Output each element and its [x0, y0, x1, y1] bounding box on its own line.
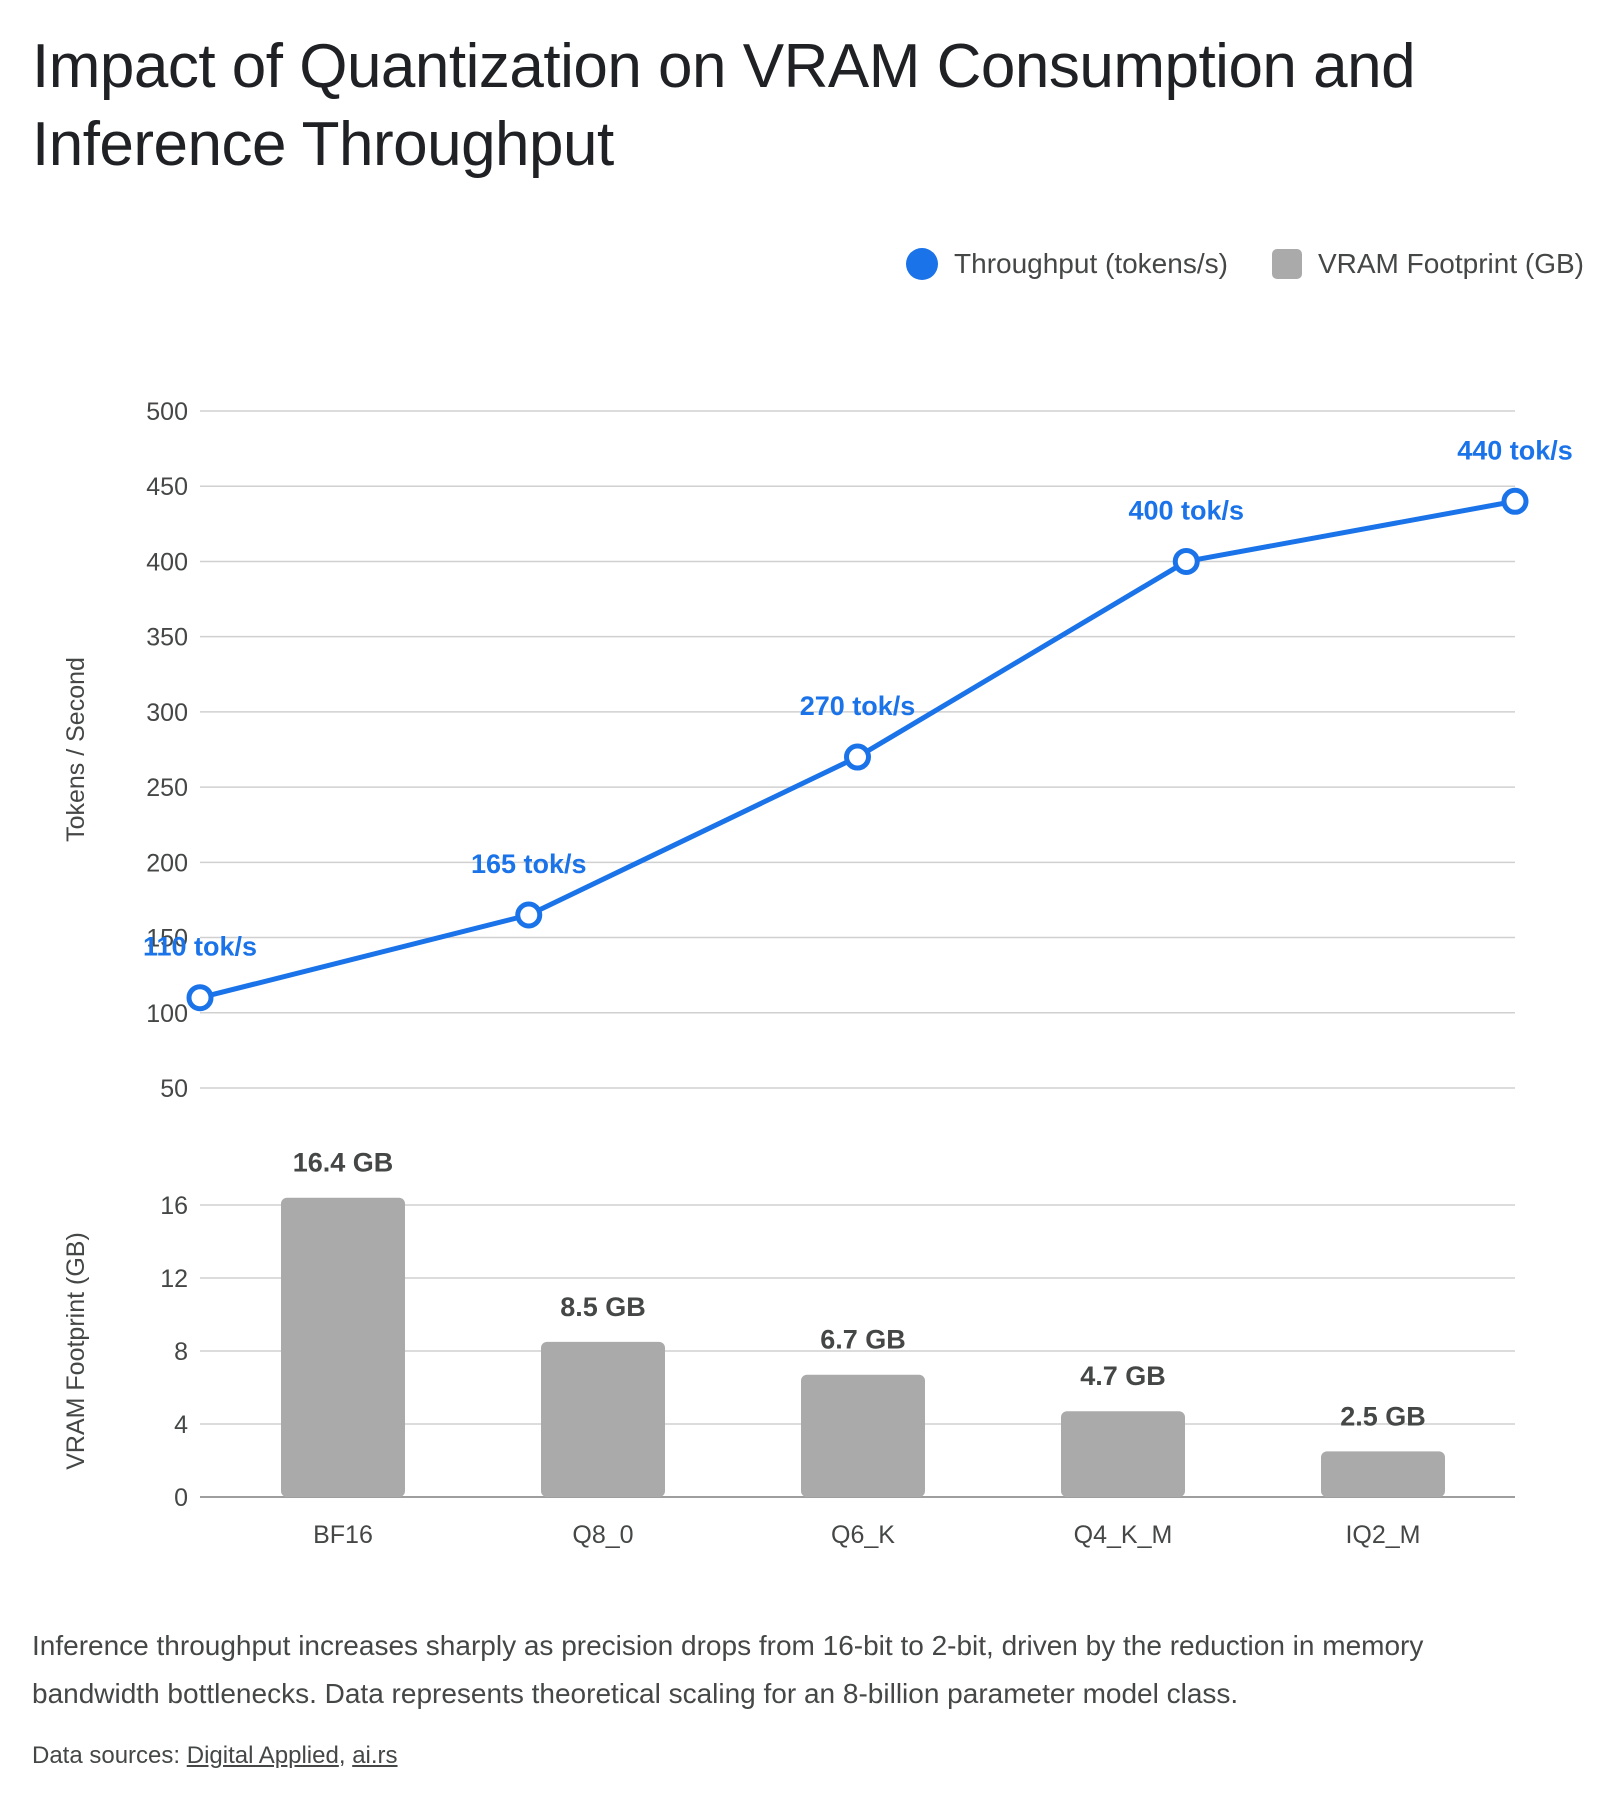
data-sources: Data sources: Digital Applied, ai.rs [32, 1742, 398, 1770]
throughput-y-tick-label: 100 [146, 1000, 188, 1028]
throughput-y-tick-label: 450 [146, 473, 188, 501]
vram-bar [1061, 1411, 1185, 1497]
chart-caption: Inference throughput increases sharply a… [32, 1630, 1424, 1709]
throughput-y-tick-label: 50 [160, 1075, 188, 1103]
throughput-point [1501, 487, 1529, 515]
x-tick-label: Q4_K_M [1074, 1521, 1173, 1549]
throughput-point [515, 901, 543, 929]
x-tick-label: Q8_0 [572, 1521, 633, 1549]
throughput-y-axis-title: Tokens / Second [62, 657, 90, 842]
x-tick-label: BF16 [313, 1521, 373, 1549]
x-axis: BF16 Q8_0 Q6_K Q4_K_M IQ2_M [313, 1521, 1420, 1549]
source-link-ai-rs[interactable]: ai.rs [352, 1742, 398, 1769]
source-link-digital-applied[interactable]: Digital Applied [186, 1742, 339, 1769]
vram-data-label: 6.7 GB [820, 1325, 906, 1355]
throughput-point [186, 984, 214, 1012]
vram-y-tick-label: 4 [174, 1411, 188, 1439]
vram-bar [801, 1374, 925, 1497]
vram-bar [281, 1197, 405, 1497]
legend-label-vram: VRAM Footprint (GB) [1317, 248, 1584, 279]
legend-swatch-vram [1271, 249, 1302, 279]
chart-title: Impact of Quantization on VRAM Consumpti… [32, 32, 1416, 179]
throughput-data-label: 165 tok/s [471, 849, 587, 879]
chart-canvas: 50 100 150 200 250 300 350 400 450 500 Tokens / Se… [62, 398, 1573, 1549]
throughput-panel: 50 100 150 200 250 300 350 400 450 500 Tokens / Se… [62, 398, 1573, 1103]
sources-separator: , [338, 1742, 353, 1769]
vram-data-label: 2.5 GB [1340, 1401, 1426, 1431]
throughput-point [1172, 547, 1200, 575]
legend-item-throughput[interactable]: Throughput (tokens/s) [906, 248, 1228, 280]
legend-item-vram[interactable]: VRAM Footprint (GB) [1271, 248, 1584, 280]
vram-y-tick-label: 0 [174, 1484, 188, 1512]
legend-swatch-throughput [906, 248, 939, 280]
x-tick-label: Q6_K [831, 1521, 895, 1549]
throughput-data-label: 110 tok/s [143, 932, 257, 962]
throughput-data-label: 400 tok/s [1128, 495, 1244, 525]
throughput-y-tick-label: 350 [146, 624, 188, 652]
throughput-point [844, 743, 871, 771]
throughput-data-label: 440 tok/s [1457, 435, 1573, 465]
vram-panel: 0 4 8 12 16 VRAM Footprint (GB) 16.4 GB 8.5 GB 6… [62, 1148, 1515, 1512]
vram-y-tick-label: 16 [160, 1192, 188, 1220]
throughput-y-tick-label: 150 [146, 925, 188, 953]
vram-y-tick-label: 12 [160, 1265, 188, 1293]
throughput-y-tick-label: 200 [146, 849, 188, 877]
vram-bar [541, 1341, 665, 1497]
throughput-y-tick-label: 250 [146, 774, 188, 802]
throughput-y-tick-label: 400 [146, 548, 188, 576]
vram-y-axis-title: VRAM Footprint (GB) [62, 1232, 90, 1470]
throughput-data-label: 270 tok/s [800, 691, 916, 721]
vram-data-label: 8.5 GB [560, 1292, 646, 1322]
throughput-y-tick-label: 300 [146, 699, 188, 727]
vram-bar [1321, 1451, 1445, 1497]
sources-prefix: Data sources: [32, 1742, 187, 1769]
throughput-y-tick-label: 500 [146, 398, 188, 426]
vram-data-label: 4.7 GB [1080, 1361, 1166, 1391]
legend-label-throughput: Throughput (tokens/s) [954, 248, 1228, 279]
vram-y-tick-label: 8 [174, 1338, 188, 1366]
vram-data-label: 16.4 GB [293, 1148, 394, 1178]
x-tick-label: IQ2_M [1345, 1521, 1420, 1549]
chart-legend: Throughput (tokens/s) VRAM Footprint (GB… [862, 248, 1584, 280]
